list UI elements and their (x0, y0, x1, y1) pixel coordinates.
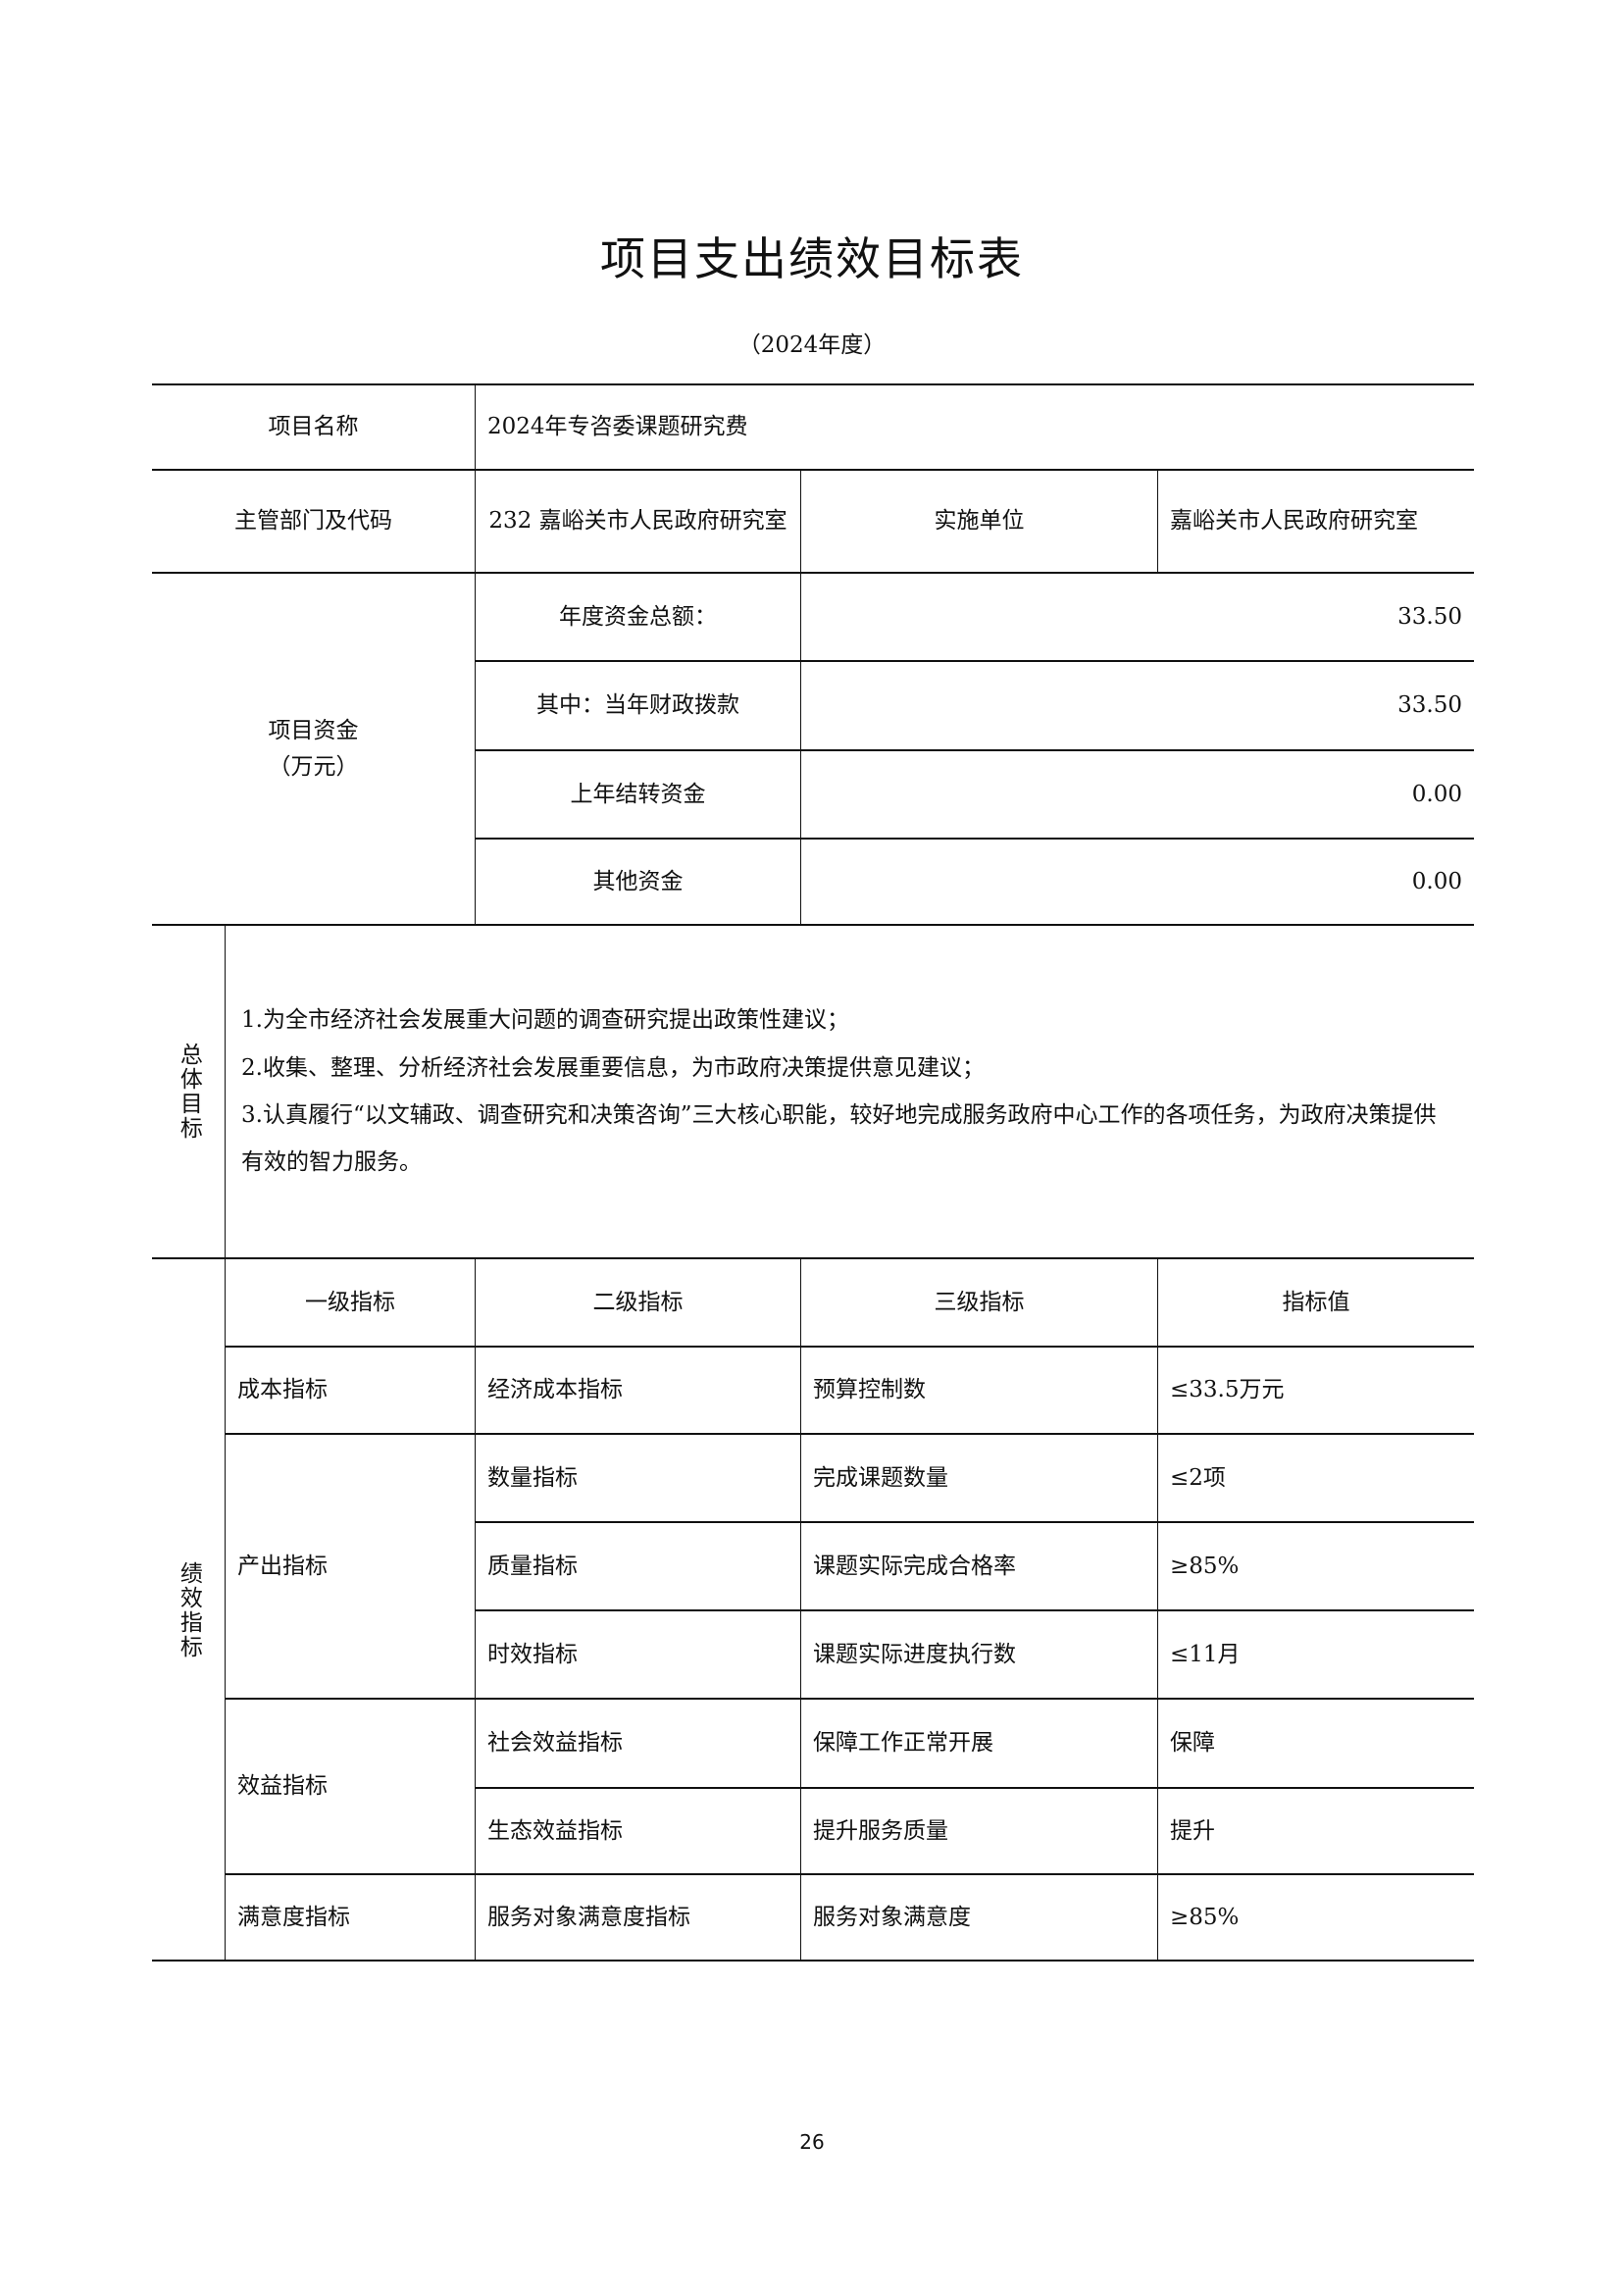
header-level2: 二级指标 (475, 1257, 800, 1346)
indicator-value-cell: ≤33.5万元 (1157, 1346, 1474, 1433)
indicator-value-cell: ≤11月 (1157, 1609, 1474, 1698)
level1-output: 产出指标 (225, 1433, 475, 1698)
indicator-l2-cell: 数量指标 (475, 1433, 800, 1521)
indicator-value-cell: 提升 (1157, 1787, 1474, 1873)
funds-label: 项目资金 （万元） (152, 572, 475, 924)
project-name-value: 2024年专咨委课题研究费 (475, 383, 1474, 469)
goal-item: 1.为全市经济社会发展重大问题的调查研究提出政策性建议； (241, 1007, 849, 1034)
page-number: 26 (799, 2130, 825, 2154)
goals-label-text: 总体目标 (176, 1043, 202, 1141)
goals-label: 总体目标 (152, 924, 225, 1257)
indicator-value-cell: ≥85% (1157, 1873, 1474, 1961)
indicator-value-cell: 保障 (1157, 1698, 1474, 1787)
indicator-value-cell: ≤2项 (1157, 1433, 1474, 1521)
header-level3: 三级指标 (800, 1257, 1157, 1346)
indicator-l3-cell: 保障工作正常开展 (800, 1698, 1157, 1787)
indicators-label-text: 绩效指标 (176, 1560, 202, 1659)
goal-item: 2.收集、整理、分析经济社会发展重要信息，为市政府决策提供意见建议； (241, 1054, 985, 1081)
level1-benefit: 效益指标 (225, 1698, 475, 1873)
fund-row-value: 33.50 (800, 660, 1474, 749)
fund-row-label: 年度资金总额： (475, 572, 800, 660)
project-name-label: 项目名称 (152, 383, 475, 469)
header-value: 指标值 (1157, 1257, 1474, 1346)
level1-satisfaction: 满意度指标 (225, 1873, 475, 1961)
indicator-l2-cell: 经济成本指标 (475, 1346, 800, 1433)
page-title: 项目支出绩效目标表 (600, 232, 1024, 285)
impl-label: 实施单位 (800, 469, 1157, 572)
table-bottom-border (152, 1960, 1474, 1962)
funds-unit: （万元） (268, 753, 359, 780)
indicator-l2-cell: 时效指标 (475, 1609, 800, 1698)
fund-row-value: 0.00 (800, 749, 1474, 838)
fund-row-value: 0.00 (800, 838, 1474, 924)
year-subtitle: （2024年度） (737, 332, 887, 358)
indicator-l3-cell: 预算控制数 (800, 1346, 1157, 1433)
indicator-l3-cell: 提升服务质量 (800, 1787, 1157, 1873)
goals-content: 1.为全市经济社会发展重大问题的调查研究提出政策性建议； 2.收集、整理、分析经… (225, 924, 1474, 1257)
indicators-label: 绩效指标 (152, 1257, 225, 1961)
fund-row-label: 其他资金 (475, 838, 800, 924)
goal-item: 3.认真履行“以文辅政、调查研究和决策咨询”三大核心职能，较好地完成服务政府中心… (241, 1102, 1437, 1176)
fund-row-label: 上年结转资金 (475, 749, 800, 838)
level1-cost: 成本指标 (225, 1346, 475, 1433)
indicator-l3-cell: 课题实际进度执行数 (800, 1609, 1157, 1698)
header-level1: 一级指标 (225, 1257, 475, 1346)
indicator-l3-cell: 课题实际完成合格率 (800, 1521, 1157, 1609)
indicator-l2-cell: 生态效益指标 (475, 1787, 800, 1873)
indicator-l3-cell: 完成课题数量 (800, 1433, 1157, 1521)
indicator-l2-cell: 社会效益指标 (475, 1698, 800, 1787)
dept-value: 232 嘉峪关市人民政府研究室 (475, 469, 800, 572)
indicator-l3-cell: 服务对象满意度 (800, 1873, 1157, 1961)
dept-label: 主管部门及代码 (152, 469, 475, 572)
indicator-l2-cell: 服务对象满意度指标 (475, 1873, 800, 1961)
fund-row-label: 其中：当年财政拨款 (475, 660, 800, 749)
indicator-l2-cell: 质量指标 (475, 1521, 800, 1609)
funds-label-text: 项目资金 (268, 717, 359, 743)
fund-row-value: 33.50 (800, 572, 1474, 660)
indicator-value-cell: ≥85% (1157, 1521, 1474, 1609)
impl-value: 嘉峪关市人民政府研究室 (1157, 469, 1474, 572)
